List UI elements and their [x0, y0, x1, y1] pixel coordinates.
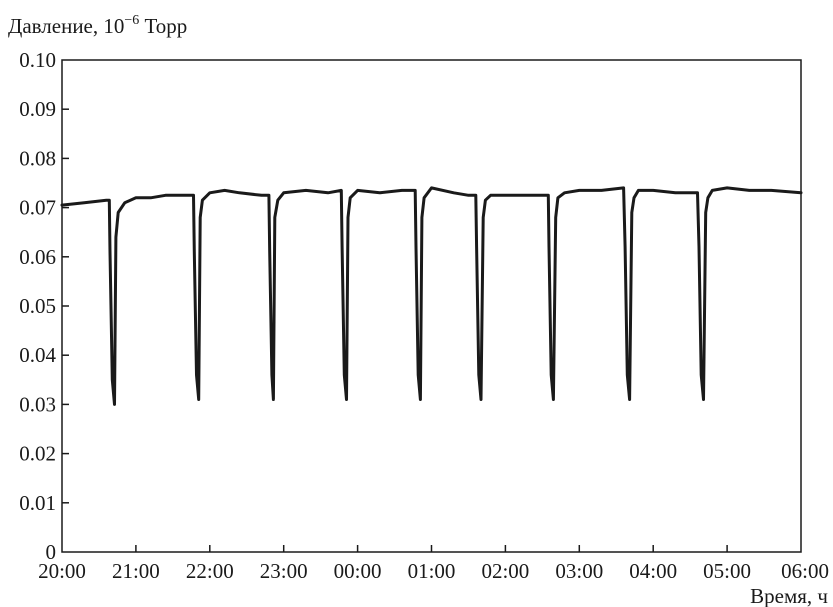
- x-axis: 20:00 21:00 22:00 23:00 00:00 01:00 02:00 03:00…: [38, 545, 829, 583]
- y-tick-label: 0.04: [19, 343, 56, 367]
- y-axis-title-exponent: −6: [124, 13, 139, 28]
- x-tick-label: 05:00: [703, 559, 751, 583]
- y-tick-label: 0: [46, 540, 57, 564]
- y-tick-label: 0.07: [19, 196, 56, 220]
- y-axis: 0 0.01 0.02 0.03 0.04 0.05 0.06 0.07 0.08 0.09 0.1…: [19, 48, 69, 564]
- pressure-series-line: [60, 186, 803, 406]
- x-tick-label: 02:00: [481, 559, 529, 583]
- x-tick-label: 21:00: [112, 559, 160, 583]
- y-tick-label: 0.09: [19, 97, 56, 121]
- x-tick-label: 04:00: [629, 559, 677, 583]
- y-tick-label: 0.05: [19, 294, 56, 318]
- x-tick-label: 00:00: [334, 559, 382, 583]
- x-tick-label: 22:00: [186, 559, 234, 583]
- y-tick-label: 0.01: [19, 491, 56, 515]
- plot-frame: [61, 59, 802, 553]
- x-tick-label: 03:00: [555, 559, 603, 583]
- x-axis-title: Время, ч: [750, 584, 828, 607]
- x-tick-label: 01:00: [408, 559, 456, 583]
- x-tick-label: 20:00: [38, 559, 86, 583]
- y-tick-label: 0.10: [19, 48, 56, 72]
- y-axis-title: Давление, 10−6 Торр: [8, 13, 187, 38]
- y-axis-title-text: Давление, 10: [8, 14, 124, 38]
- y-tick-label: 0.02: [19, 442, 56, 466]
- x-tick-label: 23:00: [260, 559, 308, 583]
- y-tick-label: 0.08: [19, 146, 56, 170]
- y-axis-title-unit: Торр: [139, 14, 187, 38]
- y-tick-label: 0.06: [19, 245, 56, 269]
- y-tick-label: 0.03: [19, 392, 56, 416]
- x-tick-label: 06:00: [781, 559, 829, 583]
